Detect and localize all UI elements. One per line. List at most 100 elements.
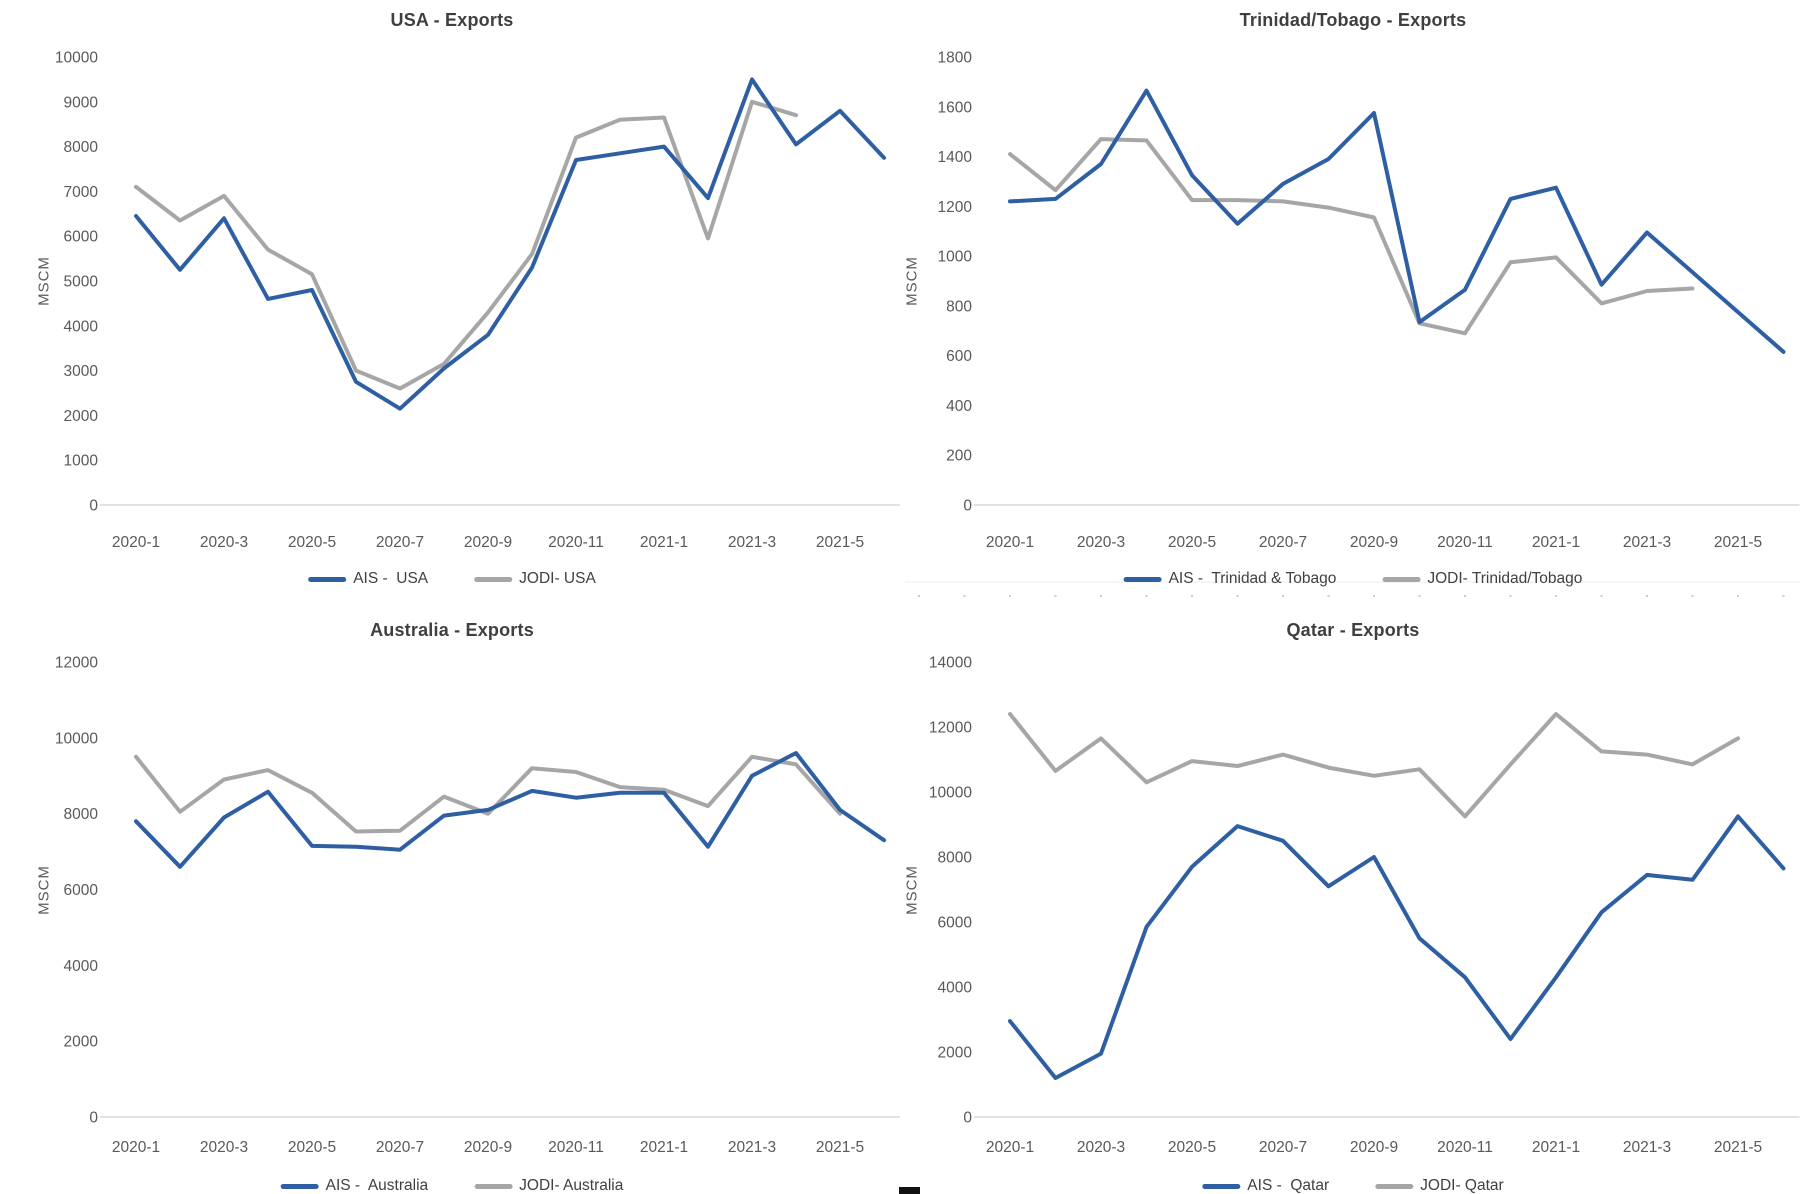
series-line-ais	[134, 751, 886, 869]
x-tick-label: 2020-3	[1077, 1139, 1125, 1156]
x-tick-label: 2020-11	[548, 1139, 604, 1156]
y-tick-label: 1200	[938, 199, 973, 216]
legend-item-jodi: JODI- Qatar	[1375, 1177, 1504, 1194]
series-line-jodi	[1008, 137, 1695, 336]
x-tick-label: 2021-5	[816, 1139, 864, 1156]
y-tick-label: 200	[946, 448, 972, 465]
x-tick-label: 2021-1	[1532, 1139, 1580, 1156]
y-tick-label: 2000	[64, 408, 99, 425]
legend-label-ais: AIS - USA	[353, 570, 429, 587]
y-tick-label: 2000	[938, 1045, 973, 1062]
x-tick-label: 2020-7	[1259, 1139, 1307, 1156]
y-tick-label: 3000	[64, 363, 99, 380]
chart-title-usa: USA - Exports	[390, 10, 514, 30]
legend-item-ais: AIS - Qatar	[1202, 1177, 1329, 1194]
y-tick-label: 12000	[55, 655, 98, 672]
legend-label-jodi: JODI- Qatar	[1420, 1177, 1504, 1194]
x-tick-label: 2020-11	[548, 534, 604, 551]
legend-australia: AIS - Australia JODI- Australia	[280, 1177, 623, 1194]
x-tick-label: 2021-5	[1714, 1139, 1762, 1156]
plot-trinidad-tobago: 0 200 400 600 800 1000 1200 1400 1600 1800 2020-1 2…	[938, 50, 1800, 551]
x-tick-label: 2020-3	[1077, 534, 1125, 551]
x-tick-label: 2020-5	[1168, 1139, 1216, 1156]
jodi-line-swatch	[1382, 576, 1421, 582]
y-tick-label: 0	[89, 498, 98, 515]
x-tick-label: 2020-1	[112, 1139, 160, 1156]
series-line-jodi	[134, 99, 798, 391]
y-tick-label: 1000	[938, 249, 973, 266]
y-tick-label: 0	[963, 1110, 972, 1127]
x-tick-label: 2021-1	[640, 1139, 688, 1156]
legend-item-jodi: JODI- USA	[474, 570, 596, 588]
chart-title-australia: Australia - Exports	[370, 620, 534, 640]
y-tick-label: 8000	[64, 806, 99, 823]
y-tick-label: 10000	[55, 50, 98, 67]
y-tick-label: 4000	[64, 318, 99, 335]
y-tick-label: 8000	[938, 850, 973, 867]
x-tick-label: 2020-9	[1350, 1139, 1398, 1156]
y-tick-label: 10000	[929, 785, 972, 802]
x-tick-label: 2020-1	[112, 534, 160, 551]
y-tick-label: 1400	[938, 149, 973, 166]
x-tick-label: 2020-7	[376, 534, 424, 551]
legend-label-ais: AIS - Australia	[325, 1177, 429, 1194]
ais-line-swatch	[1202, 1183, 1241, 1189]
chart-title-qatar: Qatar - Exports	[1286, 620, 1420, 640]
legend-item-ais: AIS - Australia	[280, 1177, 429, 1194]
x-tick-label: 2020-9	[464, 534, 512, 551]
x-tick-label: 2020-1	[986, 534, 1034, 551]
legend-qatar: AIS - Qatar JODI- Qatar	[1202, 1177, 1504, 1194]
ais-line-swatch	[280, 1183, 319, 1189]
x-tick-label: 2021-3	[1623, 1139, 1671, 1156]
x-tick-label: 2021-5	[816, 534, 864, 551]
x-tick-label: 2021-3	[1623, 534, 1671, 551]
series-line-jodi	[1008, 712, 1740, 819]
y-tick-label: 7000	[64, 184, 99, 201]
legend-item-jodi: JODI- Trinidad/Tobago	[1382, 570, 1582, 588]
y-tick-label: 1800	[938, 50, 973, 67]
legend-label-ais: AIS - Trinidad & Tobago	[1168, 570, 1337, 587]
x-tick-label: 2020-1	[986, 1139, 1034, 1156]
chart-title-trinidad-tobago: Trinidad/Tobago - Exports	[1239, 10, 1467, 30]
legend-label-jodi: JODI- Trinidad/Tobago	[1427, 570, 1583, 587]
x-tick-label: 2020-9	[1350, 534, 1398, 551]
x-tick-label: 2020-7	[1259, 534, 1307, 551]
y-axis-title-qatar: MSCM	[903, 864, 921, 915]
x-tick-label: 2020-7	[376, 1139, 424, 1156]
legend-item-jodi: JODI- Australia	[474, 1177, 623, 1194]
y-tick-label: 400	[946, 398, 972, 415]
cropped-artifact	[899, 1187, 920, 1194]
y-tick-label: 0	[89, 1110, 98, 1127]
x-tick-label: 2021-3	[728, 1139, 776, 1156]
legend-item-ais: AIS - USA	[308, 570, 428, 588]
x-tick-label: 2020-5	[1168, 534, 1216, 551]
x-tick-label: 2020-3	[200, 1139, 248, 1156]
x-tick-label: 2021-5	[1714, 534, 1762, 551]
y-tick-label: 10000	[55, 730, 98, 747]
y-tick-label: 0	[963, 498, 972, 515]
jodi-line-swatch	[474, 576, 513, 582]
legend-label-jodi: JODI- USA	[519, 570, 596, 587]
x-tick-label: 2020-5	[288, 1139, 336, 1156]
y-tick-label: 1000	[64, 453, 99, 470]
y-tick-label: 12000	[929, 720, 972, 737]
y-tick-label: 8000	[64, 139, 99, 156]
series-line-ais	[1008, 88, 1786, 354]
legend-usa: AIS - USA JODI- USA	[308, 570, 596, 588]
series-line-jodi	[134, 754, 842, 834]
y-axis-title-australia: MSCM	[35, 864, 53, 915]
x-tick-label: 2020-11	[1437, 1139, 1493, 1156]
y-tick-label: 600	[946, 348, 972, 365]
y-tick-label: 2000	[64, 1034, 99, 1051]
ais-line-swatch	[308, 576, 347, 582]
plot-qatar: 0 2000 4000 6000 8000 10000 12000 14000 2020-1 20…	[929, 655, 1800, 1156]
y-tick-label: 6000	[938, 915, 973, 932]
y-tick-label: 6000	[64, 882, 99, 899]
y-axis-title-usa: MSCM	[35, 256, 53, 306]
y-tick-label: 1600	[938, 99, 973, 116]
x-tick-label: 2020-5	[288, 534, 336, 551]
x-tick-label: 2020-11	[1437, 534, 1493, 551]
x-tick-label: 2021-1	[640, 534, 688, 551]
